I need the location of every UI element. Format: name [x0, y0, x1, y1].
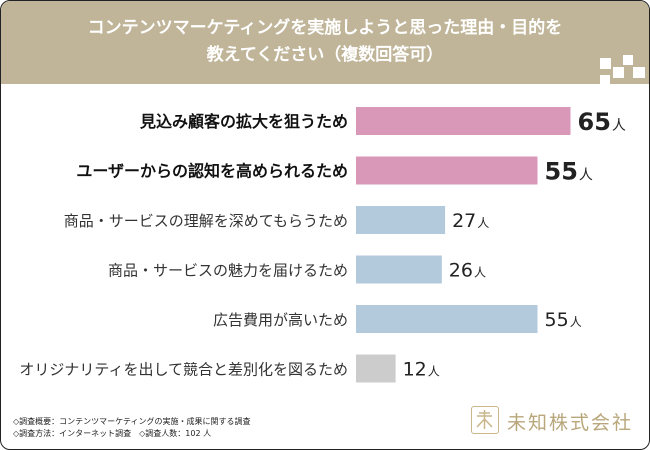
value-label-3: 27人: [452, 210, 489, 232]
chart-header: コンテンツマーケティングを実施しようと思った理由・目的を 教えてください（複数回…: [1, 1, 649, 84]
chart-title-line-2: 教えてください（複数回答可）: [206, 45, 444, 65]
bar-1: [356, 107, 571, 135]
decorative-square: [600, 75, 610, 84]
value-label-1: 65人: [578, 108, 626, 136]
category-label-3: 商品・サービスの理解を深めてもらうため: [64, 212, 348, 230]
bar-6: [356, 354, 396, 383]
bar-3: [356, 206, 446, 234]
value-label-4: 26人: [449, 260, 486, 282]
decorative-square: [623, 55, 633, 65]
value-label-6: 12人: [403, 359, 440, 381]
decorative-square: [613, 67, 624, 78]
value-label-5: 55人: [545, 309, 582, 331]
bar-2: [356, 156, 538, 185]
bar-4: [356, 255, 442, 284]
category-label-6: オリジナリティを出して競合と差別化を図るため: [19, 361, 348, 379]
survey-overview: ◇調査概要：コンテンツマーケティングの実施・成果に関する調査: [13, 417, 251, 426]
chart-title: コンテンツマーケティングを実施しようと思った理由・目的を 教えてください（複数回…: [1, 15, 649, 69]
category-label-4: 商品・サービスの魅力を届けるため: [108, 262, 348, 280]
category-label-5: 広告費用が高いため: [213, 311, 348, 329]
chart-title-line-1: コンテンツマーケティングを実施しようと思った理由・目的を: [87, 18, 563, 38]
category-label-2: ユーザーからの認知を高められるため: [76, 162, 348, 181]
bar-5: [356, 305, 538, 333]
logo-mark-icon: [471, 406, 499, 434]
survey-method: ◇調査方法：インターネット調査 ◇調査人数：102 人: [13, 429, 212, 438]
value-label-2: 55人: [545, 158, 593, 186]
decorative-square: [633, 67, 645, 78]
decorative-square: [600, 58, 611, 69]
survey-footer: ◇調査概要：コンテンツマーケティングの実施・成果に関する調査 ◇調査方法：インタ…: [13, 416, 251, 440]
company-logo: 未知株式会社: [471, 404, 641, 440]
logo-text: 未知株式会社: [507, 412, 634, 434]
category-label-1: 見込み顧客の拡大を狙うため: [139, 112, 348, 131]
